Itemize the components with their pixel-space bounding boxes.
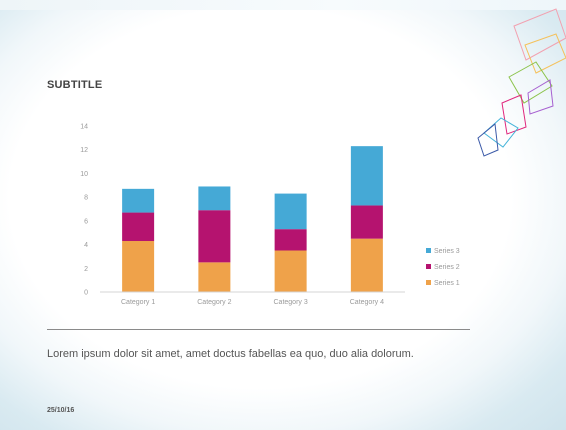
top-band (0, 0, 566, 10)
bar-segment (274, 193, 307, 230)
bar-segment (350, 238, 383, 292)
bar-segment (122, 188, 155, 213)
x-tick-label: Category 4 (350, 299, 384, 306)
y-tick-label: 2 (84, 266, 88, 273)
legend-swatch (426, 264, 431, 269)
y-tick-label: 6 (84, 218, 88, 225)
bar-segment (274, 250, 307, 292)
deco-square-magenta (501, 94, 527, 135)
legend-swatch (426, 280, 431, 285)
x-tick-label: Category 3 (274, 299, 308, 306)
x-tick-label: Category 1 (121, 299, 155, 306)
deco-square-blue (477, 123, 499, 157)
bar-segment (122, 241, 155, 292)
bar-segment (122, 212, 155, 242)
bar-segment (350, 146, 383, 206)
y-tick-label: 8 (84, 195, 88, 202)
bar-segment (198, 186, 231, 211)
bar-segment (198, 210, 231, 263)
legend-label: Series 3 (434, 248, 460, 255)
bar-segment (198, 262, 231, 292)
bar-segment (274, 229, 307, 251)
divider-line (47, 329, 470, 330)
legend-label: Series 2 (434, 264, 460, 271)
deco-square-purple (527, 79, 554, 115)
date-label: 25/10/16 (47, 407, 75, 414)
y-tick-label: 4 (84, 242, 88, 249)
bar-segment (350, 205, 383, 239)
y-tick-label: 14 (80, 124, 88, 131)
legend-label: Series 1 (434, 280, 460, 287)
x-tick-label: Category 2 (197, 299, 231, 306)
y-tick-label: 10 (80, 171, 88, 178)
y-tick-label: 12 (80, 147, 88, 154)
slide-subtitle: SUBTITLE (47, 79, 103, 91)
body-text: Lorem ipsum dolor sit amet, amet doctus … (47, 348, 414, 360)
y-tick-label: 0 (84, 290, 88, 297)
deco-square-pink (513, 8, 566, 61)
legend-swatch (426, 248, 431, 253)
deco-square-green (508, 61, 553, 104)
